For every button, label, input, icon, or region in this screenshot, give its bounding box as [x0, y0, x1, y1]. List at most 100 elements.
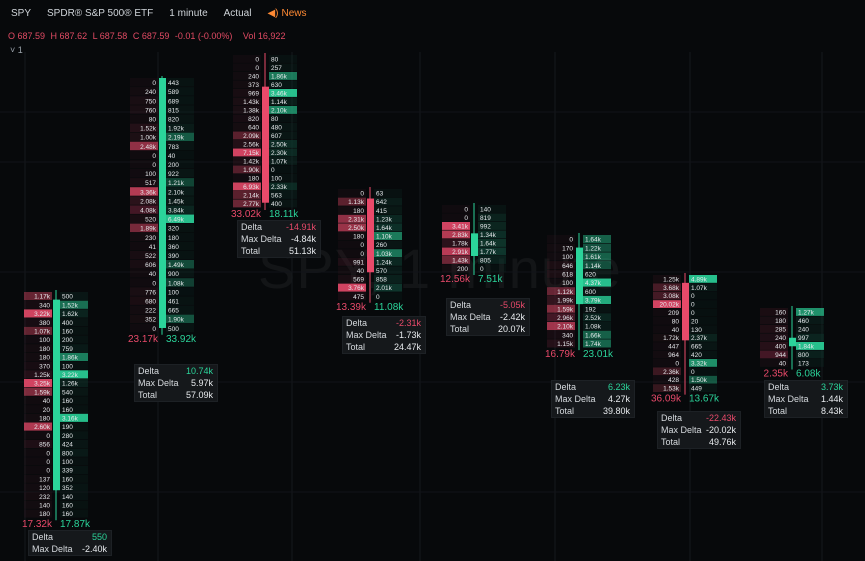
ask-cell	[60, 387, 88, 396]
bid-volume-label: 1.52k	[140, 126, 157, 133]
bid-cell	[653, 275, 681, 283]
ask-volume-label: 100	[62, 459, 73, 466]
ask-volume-label: 1.74k	[585, 341, 602, 348]
ask-cell	[478, 264, 506, 273]
bid-cell	[24, 335, 52, 344]
ask-cell	[689, 342, 717, 350]
bid-volume-label: 180	[39, 355, 50, 362]
ask-cell	[269, 80, 297, 89]
summary-row-max-delta: Max Delta -1.73k	[343, 329, 425, 341]
megaphone-icon: ◀)	[267, 7, 279, 19]
ask-cell	[478, 222, 506, 230]
summary-value: 20.07k	[497, 324, 525, 334]
bid-cell	[442, 239, 470, 247]
bid-volume-label: 1.99k	[557, 298, 574, 305]
price-type-selector[interactable]: Actual	[223, 7, 252, 19]
candle-body	[262, 86, 269, 203]
bid-volume-label: 3.68k	[663, 285, 680, 292]
candle-body	[159, 78, 166, 328]
ask-cell	[269, 199, 297, 208]
bid-cell	[130, 296, 158, 305]
ask-cell	[166, 123, 194, 132]
ask-total-volume: 23.01k	[583, 349, 614, 360]
bid-cell	[653, 333, 681, 342]
bid-cell	[442, 256, 470, 264]
bid-cell	[442, 222, 470, 230]
ask-cell	[166, 178, 194, 187]
timeframe-selector[interactable]: 1 minute	[169, 7, 208, 19]
bid-volume-label: 40	[357, 268, 365, 275]
ask-cell	[689, 275, 717, 283]
summary-row-max-delta: Max Delta 4.27k	[552, 393, 634, 405]
bid-volume-label: 969	[248, 91, 259, 98]
ask-volume-label: 280	[62, 433, 73, 440]
ask-cell	[689, 300, 717, 308]
bid-volume-label: 0	[152, 280, 156, 287]
bid-volume-label: 340	[562, 332, 573, 339]
bid-volume-label: 1.90k	[243, 167, 260, 174]
symbol-description[interactable]: SPDR® S&P 500® ETF	[47, 7, 154, 19]
bid-cell	[130, 159, 158, 169]
ask-volume-label: 1.86k	[271, 74, 288, 81]
bid-cell	[233, 63, 261, 72]
ask-cell	[166, 296, 194, 305]
ask-volume-label: 589	[168, 89, 179, 96]
bid-cell	[760, 325, 788, 333]
footprint-column: 1.25k 4.89k 3.68k 1.07k 3.08k 0 20.02k 0 209 0 80 2…	[651, 273, 720, 405]
delta-summary-panel: Delta 3.73k Max Delta 1.44k Total 8.43k	[764, 380, 848, 418]
bid-cell	[24, 492, 52, 501]
bid-cell	[760, 308, 788, 316]
ask-cell	[478, 213, 506, 222]
summary-row-delta: Delta 6.23k	[552, 381, 634, 393]
ask-volume-label: 192	[585, 306, 596, 313]
bid-cell	[233, 114, 261, 123]
ask-cell	[166, 205, 194, 214]
bid-cell	[233, 131, 261, 140]
bid-cell	[653, 291, 681, 300]
ask-volume-label: 449	[691, 386, 702, 393]
ask-cell	[166, 105, 194, 114]
bid-cell	[24, 474, 52, 483]
ask-cell	[796, 350, 824, 359]
summary-label: Max Delta	[768, 394, 809, 404]
summary-label: Total	[138, 390, 158, 400]
news-button[interactable]: ◀) News	[262, 5, 311, 22]
bid-cell	[130, 223, 158, 233]
ask-volume-label: 0	[271, 167, 275, 174]
ask-volume-label: 540	[62, 389, 73, 396]
ask-cell	[689, 359, 717, 367]
study-collapse-toggle[interactable]: ˅ 1	[10, 45, 23, 55]
ask-cell	[689, 333, 717, 342]
ohlc-open: O 687.59	[8, 31, 46, 41]
ask-volume-label: 260	[376, 242, 387, 249]
bid-volume-label: 447	[668, 344, 679, 351]
bid-volume-label: 475	[353, 294, 364, 301]
ask-volume-label: 360	[168, 244, 179, 251]
bid-volume-label: 1.59k	[34, 389, 51, 396]
ask-volume-label: 0	[691, 302, 695, 309]
bid-volume-label: 1.42k	[243, 159, 260, 166]
ask-volume-label: 1.62k	[62, 311, 79, 318]
ask-cell	[478, 239, 506, 247]
ask-volume-label: 1.03k	[376, 251, 393, 258]
ask-volume-label: 1.64k	[480, 241, 497, 248]
ask-volume-label: 1.07k	[691, 285, 708, 292]
ask-volume-label: 570	[376, 268, 387, 275]
bid-cell	[24, 309, 52, 318]
ask-cell	[374, 266, 402, 275]
summary-label: Max Delta	[32, 544, 73, 554]
ask-volume-label: 600	[585, 289, 596, 296]
ask-cell	[374, 283, 402, 292]
ask-cell	[60, 483, 88, 492]
ask-cell	[60, 509, 88, 518]
bid-volume-label: 285	[775, 327, 786, 334]
symbol-selector[interactable]: SPY	[11, 7, 32, 19]
bid-cell	[653, 308, 681, 317]
bid-volume-label: 2.10k	[557, 324, 574, 331]
ask-volume-label: 2.10k	[168, 189, 185, 196]
ask-volume-label: 0	[376, 294, 380, 301]
ask-cell	[60, 370, 88, 379]
summary-label: Total	[661, 437, 681, 447]
summary-value: 4.27k	[607, 394, 630, 404]
